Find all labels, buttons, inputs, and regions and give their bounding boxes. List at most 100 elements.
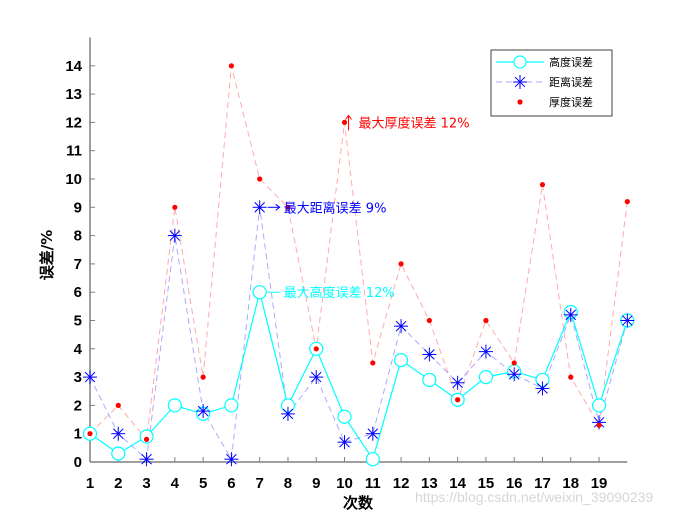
distance-marker bbox=[111, 426, 126, 441]
x-tick-label: 11 bbox=[365, 475, 381, 492]
x-tick-label: 9 bbox=[312, 475, 320, 492]
thickness-marker bbox=[257, 176, 263, 182]
x-tick-label: 1 bbox=[86, 475, 94, 492]
x-tick-label: 16 bbox=[506, 475, 523, 492]
thickness-marker bbox=[455, 397, 461, 403]
watermark: https://blog.csdn.net/weixin_39090239 bbox=[415, 489, 654, 505]
distance-marker bbox=[394, 319, 409, 334]
distance-marker bbox=[280, 406, 295, 421]
height-marker bbox=[393, 353, 409, 368]
distance-marker bbox=[422, 347, 437, 362]
legend-box bbox=[490, 49, 613, 117]
thickness-marker bbox=[539, 182, 546, 188]
thickness-marker bbox=[341, 119, 348, 125]
x-tick-label: 2 bbox=[114, 475, 122, 492]
y-tick-label: 6 bbox=[74, 284, 82, 301]
y-tick-label: 3 bbox=[74, 369, 82, 386]
thickness-marker bbox=[568, 374, 574, 380]
y-axis-title: 误差/% bbox=[38, 230, 56, 281]
y-tick-label: 7 bbox=[74, 256, 82, 273]
x-tick-label: 4 bbox=[171, 475, 180, 492]
distance-marker bbox=[167, 228, 182, 243]
height-marker bbox=[224, 398, 239, 413]
x-tick-label: 13 bbox=[421, 475, 438, 492]
legend-entry-label: 高度误差 bbox=[549, 55, 593, 69]
x-tick-label: 8 bbox=[284, 475, 292, 492]
x-tick-label: 19 bbox=[591, 475, 608, 492]
series-thickness-line bbox=[89, 65, 628, 441]
distance-marker bbox=[478, 344, 493, 359]
y-tick-label: 8 bbox=[74, 228, 82, 245]
x-tick-label: 3 bbox=[142, 475, 150, 492]
height-marker bbox=[139, 429, 154, 444]
distance-marker bbox=[309, 370, 324, 385]
distance-marker bbox=[535, 381, 550, 396]
distance-marker bbox=[252, 200, 267, 215]
x-tick-label: 18 bbox=[562, 475, 579, 492]
x-axis-title: 次数 bbox=[343, 494, 374, 512]
thickness-marker bbox=[624, 199, 630, 205]
thickness-marker bbox=[172, 204, 178, 210]
y-tick-label: 12 bbox=[65, 114, 82, 131]
thickness-marker bbox=[511, 360, 517, 366]
height-marker bbox=[252, 285, 267, 300]
x-tick-label: 5 bbox=[199, 475, 207, 492]
height-marker bbox=[478, 370, 494, 385]
x-tick-label: 14 bbox=[449, 475, 466, 492]
thickness-marker bbox=[398, 261, 404, 267]
distance-marker bbox=[224, 452, 239, 467]
series-layer bbox=[82, 63, 635, 467]
distance-marker bbox=[365, 426, 380, 441]
distance-marker bbox=[450, 375, 465, 390]
thickness-marker bbox=[313, 346, 319, 352]
height-marker bbox=[337, 409, 352, 424]
thickness-marker bbox=[426, 317, 432, 324]
distance-marker bbox=[620, 313, 635, 328]
height-marker bbox=[167, 398, 182, 413]
x-tick-label: 17 bbox=[534, 475, 551, 492]
legend-entry-label: 距离误差 bbox=[549, 75, 593, 89]
y-tick-label: 0 bbox=[74, 454, 82, 471]
y-tick-label: 5 bbox=[74, 313, 82, 330]
thickness-marker bbox=[115, 402, 121, 408]
x-tick-label: 7 bbox=[256, 475, 264, 492]
x-tick-label: 10 bbox=[336, 475, 353, 492]
thickness-marker bbox=[596, 422, 602, 428]
distance-marker bbox=[337, 435, 352, 450]
height-marker bbox=[111, 446, 126, 461]
distance-marker bbox=[83, 370, 97, 385]
thickness-marker bbox=[228, 63, 234, 69]
height-marker bbox=[591, 398, 607, 413]
annotation-label: 最大厚度误差 12% bbox=[359, 115, 470, 131]
annotation-label: 最大高度误差 12% bbox=[284, 285, 395, 301]
x-tick-label: 6 bbox=[227, 475, 235, 492]
y-tick-label: 14 bbox=[65, 58, 82, 75]
thickness-marker bbox=[143, 436, 150, 442]
height-marker bbox=[365, 452, 380, 467]
thickness-marker bbox=[200, 374, 206, 380]
distance-marker bbox=[563, 307, 578, 322]
thickness-marker bbox=[87, 431, 93, 437]
legend-entry-label: 厚度误差 bbox=[549, 95, 593, 109]
thickness-marker bbox=[483, 317, 489, 324]
y-tick-label: 2 bbox=[74, 397, 82, 414]
thickness-marker bbox=[285, 204, 291, 210]
y-tick-label: 10 bbox=[65, 171, 82, 188]
y-tick-label: 11 bbox=[66, 143, 82, 160]
y-tick-label: 13 bbox=[65, 86, 82, 103]
annotations: 最大厚度误差 12% 最大距离误差 9% 最大高度误差 12% bbox=[267, 114, 470, 301]
distance-marker bbox=[196, 404, 211, 419]
thickness-marker bbox=[370, 360, 376, 366]
x-tick-label: 15 bbox=[478, 475, 495, 492]
distance-marker bbox=[139, 452, 154, 467]
y-tick-label: 4 bbox=[74, 341, 83, 358]
y-tick-label: 9 bbox=[74, 199, 82, 216]
annotation-label: 最大距离误差 9% bbox=[284, 200, 387, 216]
y-tick-label: 1 bbox=[74, 426, 82, 443]
height-marker bbox=[422, 372, 437, 388]
distance-marker bbox=[507, 367, 522, 382]
x-tick-label: 12 bbox=[393, 475, 410, 492]
